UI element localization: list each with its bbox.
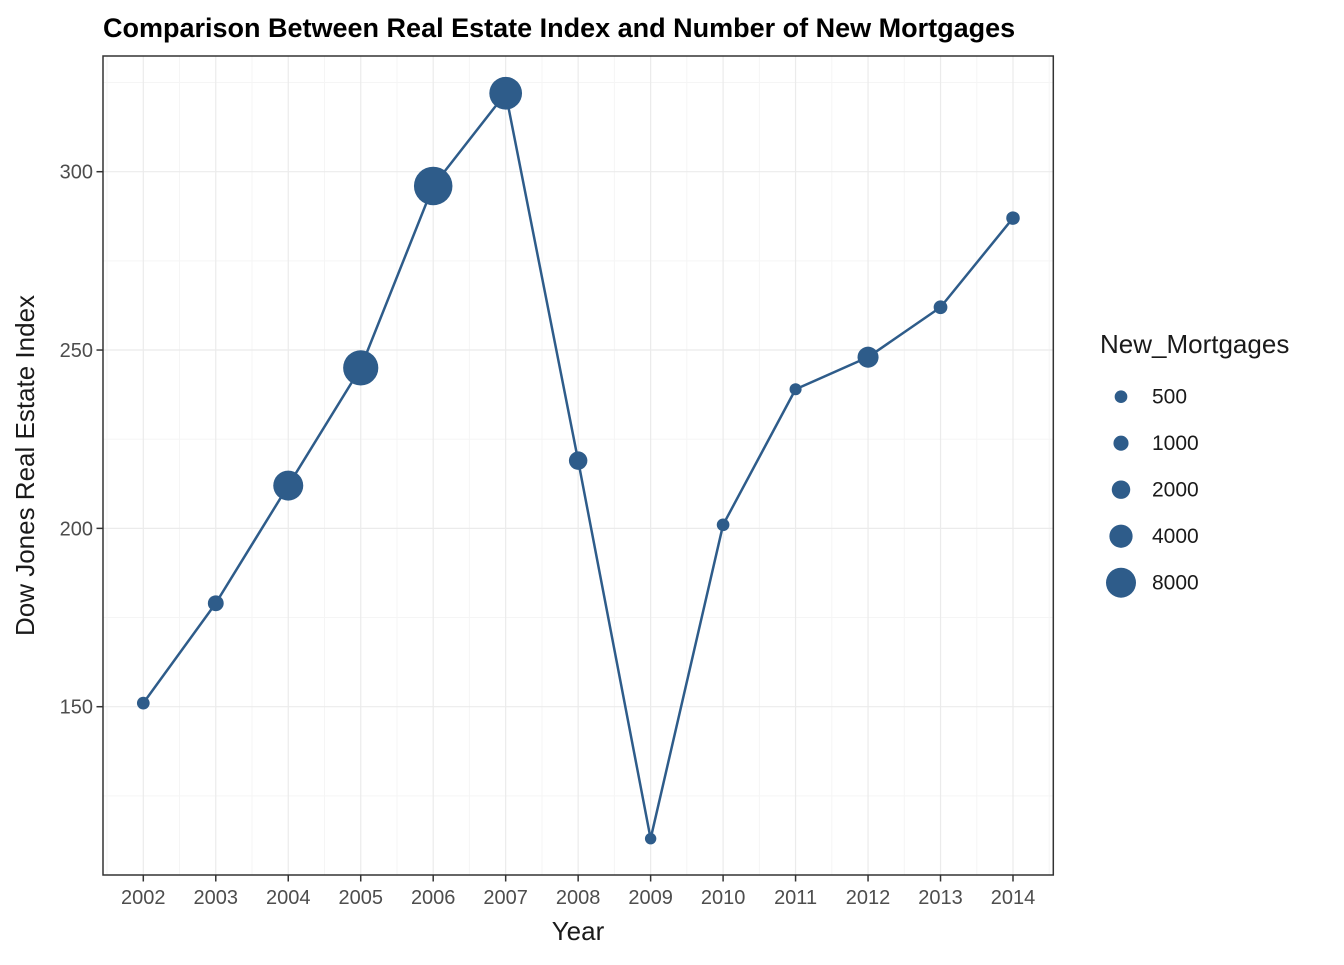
x-tick-label: 2007 — [483, 887, 528, 909]
x-tick-label: 2004 — [266, 887, 311, 909]
x-tick-label: 2010 — [701, 887, 746, 909]
data-point — [489, 76, 523, 110]
x-tick-label: 2014 — [991, 887, 1036, 909]
data-point — [343, 350, 379, 386]
x-tick-label: 2008 — [556, 887, 601, 909]
chart-title: Comparison Between Real Estate Index and… — [103, 13, 1015, 43]
x-tick-label: 2006 — [411, 887, 456, 909]
data-point — [1006, 211, 1020, 225]
y-axis-title: Dow Jones Real Estate Index — [10, 295, 40, 636]
x-axis-title: Year — [552, 916, 605, 946]
data-point — [207, 595, 224, 612]
legend-dot — [1109, 524, 1133, 548]
legend-label: 4000 — [1152, 525, 1199, 548]
x-tick-label: 2012 — [846, 887, 891, 909]
legend-dot — [1106, 567, 1136, 598]
legend-label: 8000 — [1152, 572, 1199, 595]
legend-dot — [1114, 390, 1128, 404]
y-tick-label: 200 — [60, 518, 93, 540]
y-tick-label: 300 — [60, 162, 93, 184]
data-point — [568, 451, 588, 470]
x-tick-label: 2002 — [121, 887, 166, 909]
x-tick-label: 2003 — [194, 887, 239, 909]
data-point — [857, 346, 879, 368]
data-point — [413, 166, 453, 206]
legend-label: 500 — [1152, 386, 1187, 409]
legend-dot — [1113, 435, 1129, 451]
y-tick-label: 150 — [60, 697, 93, 719]
y-tick-label: 250 — [60, 340, 93, 362]
legend-title: New_Mortgages — [1100, 329, 1289, 359]
legend-label: 2000 — [1152, 479, 1199, 502]
x-tick-label: 2011 — [774, 887, 817, 909]
x-tick-label: 2009 — [628, 887, 673, 909]
data-point — [789, 383, 802, 396]
x-tick-label: 2013 — [918, 887, 963, 909]
x-tick-label: 2005 — [338, 887, 383, 909]
legend-label: 1000 — [1152, 432, 1199, 455]
data-point — [933, 300, 948, 315]
data-point — [716, 518, 730, 532]
legend-dot — [1111, 480, 1131, 499]
data-point — [136, 696, 150, 710]
data-point — [273, 470, 304, 501]
data-point — [644, 832, 657, 845]
